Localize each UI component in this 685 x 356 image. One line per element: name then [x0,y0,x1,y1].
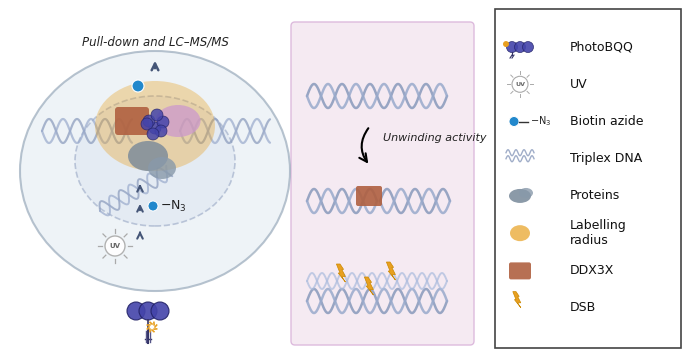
Circle shape [512,76,528,92]
Circle shape [141,118,153,130]
Text: Unwinding activity: Unwinding activity [383,133,486,143]
Circle shape [139,302,157,320]
Ellipse shape [95,81,215,171]
Text: Triplex DNA: Triplex DNA [570,152,643,165]
Text: UV: UV [515,82,525,87]
Text: Labelling
radius: Labelling radius [570,219,627,247]
Circle shape [155,125,167,137]
Circle shape [151,109,163,121]
Ellipse shape [509,189,531,203]
Ellipse shape [510,225,530,241]
Text: DSB: DSB [570,301,596,314]
Text: UV: UV [570,78,588,91]
Ellipse shape [20,51,290,291]
Circle shape [509,116,519,126]
Polygon shape [513,292,521,308]
Text: DDX3X: DDX3X [570,264,614,277]
Ellipse shape [155,105,201,137]
Ellipse shape [519,188,533,198]
Circle shape [143,115,155,127]
Text: Biotin azide: Biotin azide [570,115,643,128]
Circle shape [506,42,517,53]
Ellipse shape [148,157,176,179]
Circle shape [151,302,169,320]
Text: Proteins: Proteins [570,189,620,203]
Polygon shape [386,262,395,280]
Circle shape [147,128,159,140]
Text: $-\mathrm{N}_3$: $-\mathrm{N}_3$ [530,115,551,129]
Circle shape [132,80,144,92]
FancyBboxPatch shape [291,22,474,345]
Text: $-$N$_3$: $-$N$_3$ [160,198,187,214]
Circle shape [148,201,158,211]
Text: Pull-down and LC–MS/MS: Pull-down and LC–MS/MS [82,36,228,48]
Circle shape [523,42,534,53]
Circle shape [503,41,509,47]
Polygon shape [364,277,373,295]
Circle shape [105,236,125,256]
Circle shape [514,42,525,53]
Circle shape [149,122,161,134]
Ellipse shape [75,96,235,226]
Ellipse shape [128,141,168,171]
FancyBboxPatch shape [115,107,149,135]
FancyBboxPatch shape [495,9,681,348]
Circle shape [157,116,169,128]
Text: UV: UV [110,243,121,249]
Polygon shape [336,264,345,282]
FancyBboxPatch shape [509,262,531,279]
Text: PhotoBQQ: PhotoBQQ [570,41,634,53]
FancyBboxPatch shape [356,186,382,206]
Circle shape [127,302,145,320]
